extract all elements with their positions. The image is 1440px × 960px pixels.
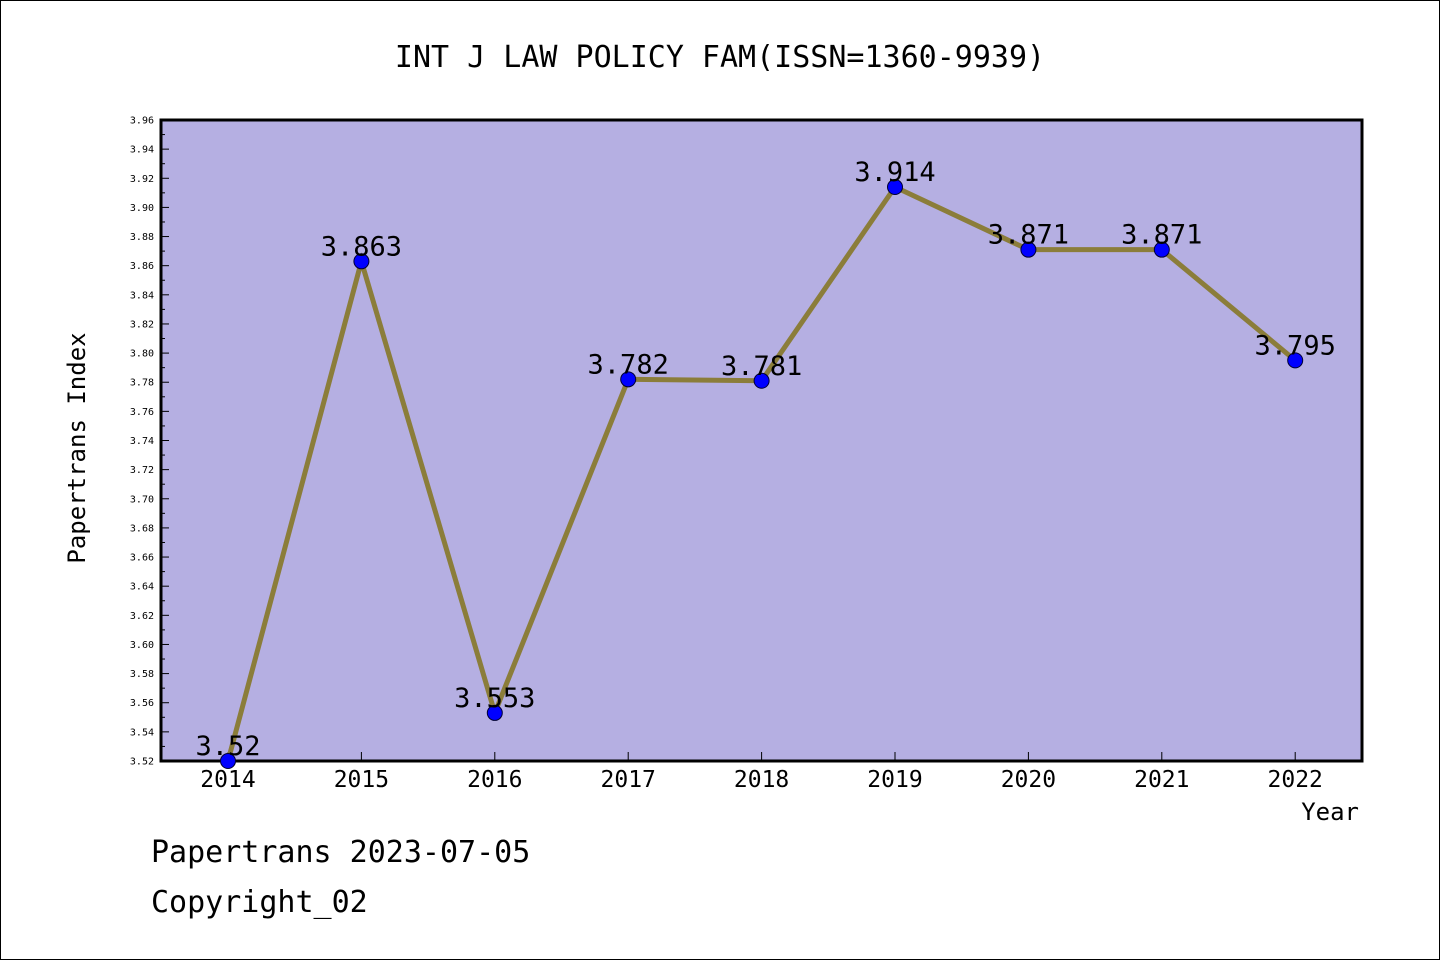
y-tick-label: 3.96	[130, 116, 154, 127]
y-axis: 3.52 3.54 3.56 3.58 3.60 3.62 3.64 3.66 3.68 3.70…	[130, 116, 169, 768]
data-label: 3.553	[454, 683, 535, 714]
x-axis: 2014 2015 2016 2017 2018 2019 2020 2021 2022	[200, 752, 1323, 793]
y-tick-label: 3.58	[130, 669, 154, 680]
data-label: 3.863	[321, 231, 402, 262]
y-tick-label: 3.76	[130, 407, 154, 418]
data-label: 3.871	[1121, 220, 1202, 251]
y-tick-label: 3.68	[130, 523, 154, 534]
x-tick-label: 2017	[601, 767, 656, 793]
data-point	[353, 253, 370, 270]
y-tick-label: 3.64	[130, 582, 154, 593]
data-label: 3.782	[588, 349, 669, 380]
y-axis-title: Papertrans Index	[63, 332, 91, 563]
y-tick-label: 3.78	[130, 378, 154, 389]
chart-title: INT J LAW POLICY FAM(ISSN=1360-9939)	[395, 40, 1045, 75]
data-point	[753, 372, 770, 389]
footer-copyright: Copyright_02	[151, 885, 368, 920]
y-tick-label: 3.54	[130, 727, 154, 738]
y-tick-label: 3.92	[130, 174, 154, 185]
y-tick-label: 3.84	[130, 290, 154, 301]
data-point	[1020, 241, 1037, 258]
data-point	[887, 179, 903, 196]
data-label: 3.871	[988, 220, 1069, 251]
x-tick-label: 2019	[867, 767, 922, 793]
data-point	[1287, 352, 1304, 369]
y-tick-label: 3.90	[130, 203, 154, 214]
x-tick-label: 2016	[467, 767, 522, 793]
x-tick-label: 2022	[1268, 767, 1323, 793]
data-point	[1153, 241, 1170, 258]
data-label: 3.781	[721, 351, 802, 382]
y-tick-label: 3.88	[130, 232, 154, 243]
y-tick-label: 3.52	[130, 757, 154, 768]
data-point	[486, 704, 503, 721]
x-axis-title: Year	[1301, 798, 1359, 826]
plot-area	[159, 118, 1364, 763]
x-tick-label: 2014	[200, 767, 255, 793]
series: 3.52 3.863 3.553 3.782 3.781 3.914 3.871 3.871 3…	[195, 157, 1336, 769]
y-tick-label: 3.80	[130, 349, 154, 360]
footer-date: Papertrans 2023-07-05	[151, 835, 531, 870]
data-label: 3.795	[1255, 330, 1336, 361]
x-tick-label: 2015	[334, 767, 389, 793]
y-tick-label: 3.70	[130, 494, 154, 505]
y-tick-label: 3.82	[130, 319, 154, 330]
data-label: 3.52	[195, 731, 260, 762]
data-point	[620, 371, 637, 388]
data-point	[220, 753, 236, 769]
x-tick-label: 2020	[1001, 767, 1056, 793]
y-tick-label: 3.86	[130, 261, 154, 272]
y-tick-label: 3.62	[130, 611, 154, 622]
x-tick-label: 2021	[1134, 767, 1189, 793]
x-tick-label: 2018	[734, 767, 789, 793]
y-tick-label: 3.74	[130, 436, 154, 447]
y-tick-label: 3.94	[130, 145, 154, 156]
y-tick-label: 3.60	[130, 640, 154, 651]
y-tick-label: 3.56	[130, 698, 154, 709]
data-label: 3.914	[854, 157, 935, 188]
y-tick-label: 3.66	[130, 553, 154, 564]
y-tick-label: 3.72	[130, 465, 154, 476]
